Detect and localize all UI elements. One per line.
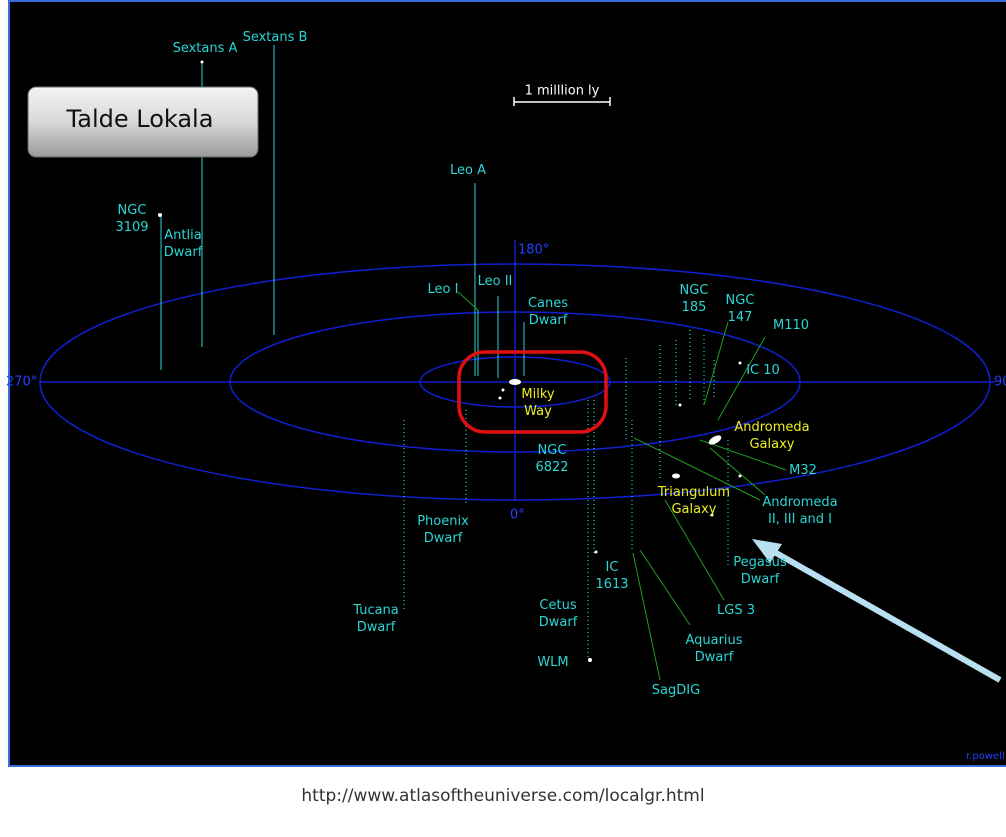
galaxy-label-line: NGC	[538, 443, 567, 458]
galaxy-label: Phoenix Dwarf	[417, 514, 469, 546]
galaxy-label: Sextans A	[173, 41, 238, 56]
local-group-map: Talde Lokala 1 milllion ly 180° 270° 90° 0°…	[6, 0, 1006, 767]
galaxy-label: Antlia Dwarf	[164, 228, 203, 260]
galaxy-label: IC 1613	[595, 560, 628, 592]
galaxy-label: M32	[789, 463, 817, 478]
galaxy-label-line: Sextans B	[243, 30, 308, 45]
galaxy-label-line: M110	[773, 318, 809, 333]
galaxy-label: Andromeda II, III and I	[762, 495, 837, 527]
galaxy-label-line: WLM	[537, 655, 568, 670]
galaxy-dots	[158, 60, 742, 662]
galaxy-label: WLM	[537, 655, 568, 670]
galaxy-label-line: Leo A	[450, 163, 486, 178]
galaxy-label-line: Andromeda	[762, 495, 837, 510]
galaxy-label-line: Pegasus	[733, 555, 787, 570]
galaxy-label: Leo I	[428, 282, 459, 297]
galaxy-label-line: Antlia	[164, 228, 201, 243]
galaxy-label: Milky Way	[521, 387, 555, 419]
galaxy-label-line: M32	[789, 463, 817, 478]
galaxy-label: Cetus Dwarf	[539, 598, 578, 630]
galaxy-label: Leo A	[450, 163, 486, 178]
galaxy-label: NGC 3109	[115, 203, 148, 235]
galaxy-label: Triangulum Galaxy	[657, 485, 730, 517]
galaxy-label-line: NGC	[726, 293, 755, 308]
galaxy-label: NGC 6822	[535, 443, 568, 475]
galaxy-label-line: IC	[606, 560, 619, 575]
axis-label: 180°	[518, 243, 549, 258]
galaxy-label-line: 1613	[595, 577, 628, 592]
galaxy-label-line: Aquarius	[685, 633, 742, 648]
title-box	[27, 86, 259, 158]
scale-bar	[513, 97, 611, 106]
galaxy-label-line: Leo II	[478, 274, 513, 289]
axis-label: 0°	[510, 508, 525, 523]
title: Talde Lokala	[66, 105, 214, 133]
galaxy-label-line: Cetus	[539, 598, 576, 613]
galaxy-label: IC 10	[746, 363, 780, 378]
galaxy-label-line: Dwarf	[529, 313, 568, 328]
galaxy-label: NGC 147	[726, 293, 755, 325]
dotted-lines	[403, 330, 729, 660]
galaxy-label: M110	[773, 318, 809, 333]
galaxy-label-line: Milky	[521, 387, 555, 402]
galaxy-label: Leo II	[478, 274, 513, 289]
galaxy-label-line: LGS 3	[717, 603, 755, 618]
axis-label: 270°	[6, 375, 37, 390]
galaxy-label: SagDIG	[652, 683, 700, 698]
galaxy-label-line: Canes	[528, 296, 568, 311]
galaxy-label: Aquarius Dwarf	[685, 633, 742, 665]
galaxy-label: Andromeda Galaxy	[734, 420, 809, 452]
galaxy-label-line: 147	[728, 310, 753, 325]
galaxy-label-line: Leo I	[428, 282, 459, 297]
caption: http://www.atlasoftheuniverse.com/localg…	[301, 786, 705, 806]
galaxy-label-line: Andromeda	[734, 420, 809, 435]
galaxy-label: Pegasus Dwarf	[733, 555, 787, 587]
galaxy-label-line: Phoenix	[417, 514, 469, 529]
galaxy-label: LGS 3	[717, 603, 755, 618]
galaxy-label-line: Dwarf	[539, 615, 578, 630]
galaxy-label-line: 185	[682, 300, 707, 315]
galaxy-label-line: II, III and I	[768, 512, 832, 527]
galaxy-label: Canes Dwarf	[528, 296, 568, 328]
galaxy-label: Sextans B	[243, 30, 308, 45]
galaxy-label-line: NGC	[680, 283, 709, 298]
galaxy-label-line: IC 10	[746, 363, 780, 378]
galaxy-label-line: Dwarf	[424, 531, 463, 546]
pointer-arrow-head	[752, 539, 782, 563]
galaxy-label-line: Way	[524, 404, 552, 419]
galaxy-label-line: Triangulum	[657, 485, 730, 500]
highlight-ring	[457, 350, 608, 434]
galaxy-label: Tucana Dwarf	[352, 603, 399, 635]
galaxy-label-line: Sextans A	[173, 41, 238, 56]
galaxy-label-line: Dwarf	[164, 245, 203, 260]
scale-label: 1 milllion ly	[525, 84, 600, 99]
galaxy-label-line: Dwarf	[695, 650, 734, 665]
galaxy-label: NGC 185	[680, 283, 709, 315]
galaxy-label-line: Galaxy	[749, 437, 794, 452]
pointer-arrow	[760, 542, 1002, 683]
galaxy-label-line: 6822	[535, 460, 568, 475]
axis-label: 90°	[994, 375, 1006, 390]
galaxy-label-line: Galaxy	[671, 502, 716, 517]
watermark: r.powell	[966, 751, 1005, 762]
galaxy-label-line: SagDIG	[652, 683, 700, 698]
galaxy-label-line: Dwarf	[741, 572, 780, 587]
galaxy-label-line: Dwarf	[357, 620, 396, 635]
galaxy-label-line: 3109	[115, 220, 148, 235]
galaxy-label-line: NGC	[118, 203, 147, 218]
galaxy-label-line: Tucana	[352, 603, 399, 618]
leader-lines	[457, 291, 787, 681]
